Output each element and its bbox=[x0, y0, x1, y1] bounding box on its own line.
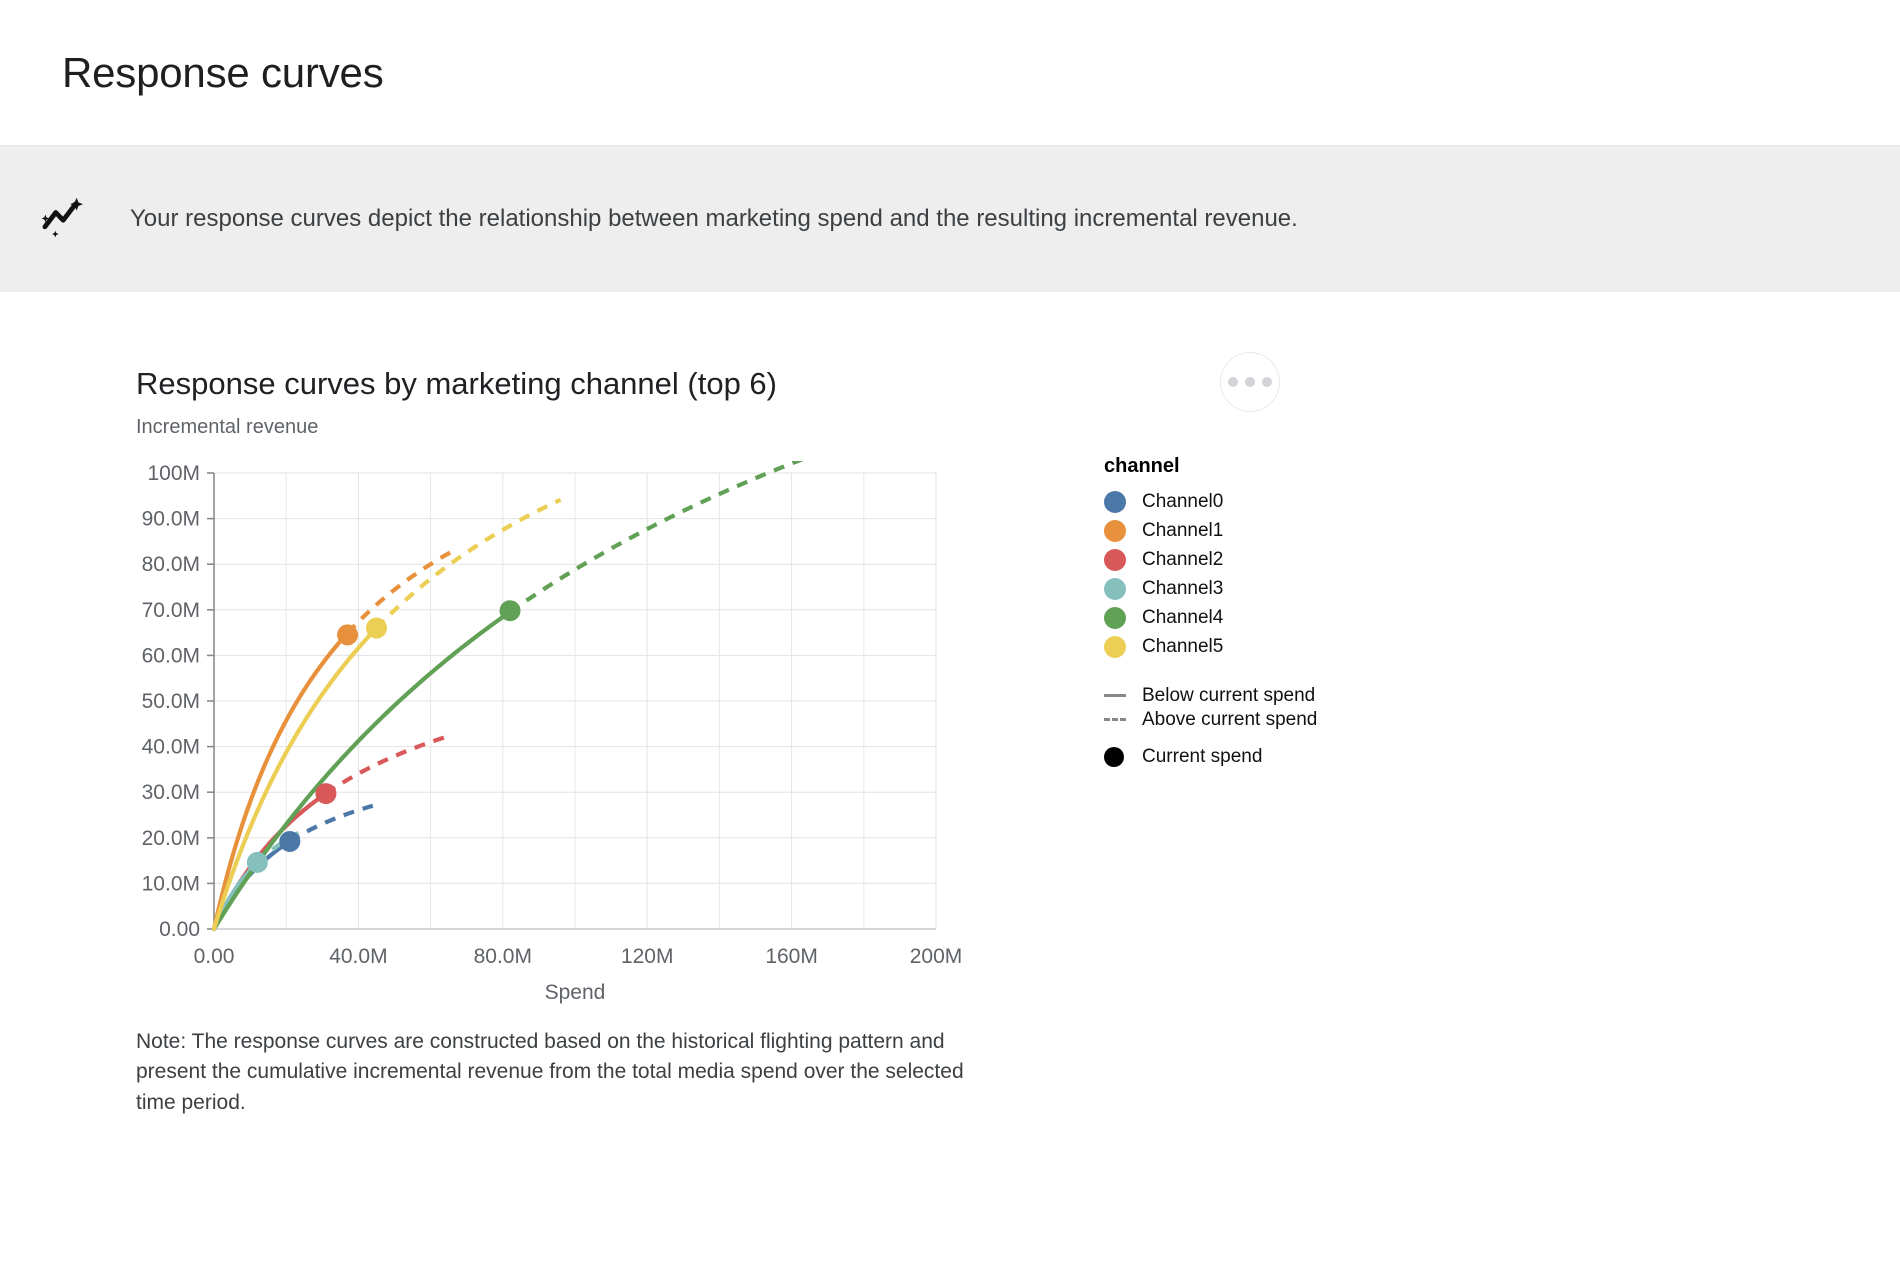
legend-item[interactable]: Channel1 bbox=[1104, 517, 1404, 546]
legend-color-swatch-icon bbox=[1104, 578, 1126, 601]
legend-item-label: Channel1 bbox=[1142, 520, 1224, 542]
dot-icon bbox=[1245, 377, 1255, 387]
legend-title: channel bbox=[1104, 454, 1180, 477]
chart-note: Note: The response curves are constructe… bbox=[136, 1029, 964, 1114]
curve-above-current-spend[interactable] bbox=[374, 497, 562, 630]
y-axis-tick-label: 80.0M bbox=[142, 553, 200, 576]
channel-curve[interactable] bbox=[211, 549, 454, 931]
legend-item[interactable]: Channel0 bbox=[1104, 488, 1404, 517]
current-spend-point[interactable] bbox=[365, 617, 387, 639]
legend-item-label: Channel2 bbox=[1142, 549, 1224, 571]
channel-curve[interactable] bbox=[211, 497, 562, 931]
legend-item[interactable]: Channel5 bbox=[1104, 633, 1404, 662]
curve-above-current-spend[interactable] bbox=[288, 803, 374, 843]
more-options-button[interactable] bbox=[1220, 352, 1280, 412]
legend-item[interactable]: Channel3 bbox=[1104, 575, 1404, 604]
channel-curve[interactable] bbox=[211, 460, 882, 931]
chart-gridlines bbox=[214, 472, 937, 930]
y-axis-tick-label: 90.0M bbox=[142, 507, 200, 530]
legend-color-swatch-icon bbox=[1104, 491, 1126, 514]
current-spend-markers bbox=[246, 599, 521, 873]
legend-color-swatch-icon bbox=[1104, 636, 1126, 659]
legend-style-item[interactable]: Below current spend bbox=[1104, 684, 1404, 708]
page-title: Response curves bbox=[62, 48, 384, 96]
legend-style-list: Below current spend Above current spend bbox=[1104, 684, 1404, 732]
chart-container: 0.00 10.0M 20.0M 30.0M 40.0M 50.0M 60.0M 70.0M 8… bbox=[136, 455, 1436, 1021]
legend-marker-list: Current spend bbox=[1104, 742, 1404, 772]
y-axis-tick-label: 30.0M bbox=[142, 781, 200, 804]
current-spend-dot-icon bbox=[1104, 746, 1124, 767]
x-axis-tick-label: 160M bbox=[765, 945, 818, 968]
legend-marker-item[interactable]: Current spend bbox=[1104, 742, 1404, 772]
x-axis-tick-label: 120M bbox=[621, 945, 674, 968]
legend-item-label: Channel3 bbox=[1142, 578, 1224, 600]
solid-line-icon bbox=[1104, 694, 1126, 698]
legend-channel-list: Channel0 Channel1 Channel2 Channel3 Channel4… bbox=[1104, 488, 1404, 662]
current-spend-point[interactable] bbox=[499, 599, 521, 621]
curve-above-current-spend[interactable] bbox=[324, 734, 446, 795]
legend-color-swatch-icon bbox=[1104, 607, 1126, 630]
chart-curves bbox=[211, 460, 882, 931]
banner-text: Your response curves depict the relation… bbox=[130, 205, 1298, 233]
current-spend-point[interactable] bbox=[279, 830, 301, 852]
chart-legend: channel Channel0 Channel1 Channel2 Channel3… bbox=[1104, 455, 1404, 772]
chart-title: Response curves by marketing channel (to… bbox=[136, 366, 777, 401]
card-header: Response curves by marketing channel (to… bbox=[136, 352, 1280, 439]
y-axis-tick-label: 20.0M bbox=[142, 826, 200, 849]
y-axis-tick-label: 40.0M bbox=[142, 735, 200, 758]
response-curves-chart[interactable]: 0.00 10.0M 20.0M 30.0M 40.0M 50.0M 60.0M 70.0M 8… bbox=[136, 460, 1136, 1021]
legend-style-item[interactable]: Above current spend bbox=[1104, 708, 1404, 732]
y-axis-tick-label: 70.0M bbox=[142, 598, 200, 621]
y-axis-tick-label: 0.00 bbox=[159, 918, 200, 941]
legend-style-label: Below current spend bbox=[1142, 684, 1316, 706]
legend-style-label: Above current spend bbox=[1142, 708, 1318, 730]
legend-item-label: Channel0 bbox=[1142, 491, 1224, 513]
dot-icon bbox=[1228, 377, 1238, 387]
current-spend-point[interactable] bbox=[315, 782, 337, 804]
x-axis-label: Spend bbox=[545, 981, 606, 1004]
legend-item[interactable]: Channel2 bbox=[1104, 546, 1404, 575]
y-axis-tick-label: 10.0M bbox=[142, 872, 200, 895]
curve-below-current-spend[interactable] bbox=[211, 630, 350, 931]
current-spend-point[interactable] bbox=[246, 851, 268, 873]
current-spend-point[interactable] bbox=[337, 624, 359, 646]
chart-tick-labels: 0.00 10.0M 20.0M 30.0M 40.0M 50.0M 60.0M 70.0M 8… bbox=[142, 462, 963, 968]
curve-below-current-spend[interactable] bbox=[211, 625, 379, 931]
curve-above-current-spend[interactable] bbox=[508, 460, 882, 614]
response-curves-card: Response curves by marketing channel (to… bbox=[0, 292, 1900, 1118]
legend-spacer bbox=[1104, 662, 1404, 684]
curve-above-current-spend[interactable] bbox=[346, 549, 454, 635]
page-header: Response curves bbox=[0, 0, 1900, 146]
x-axis-tick-label: 200M bbox=[910, 945, 963, 968]
dashed-line-icon bbox=[1104, 718, 1126, 722]
channel-curve[interactable] bbox=[211, 803, 374, 931]
y-axis-tick-label: 50.0M bbox=[142, 690, 200, 713]
x-axis-tick-label: 0.00 bbox=[194, 945, 235, 968]
chart-subtitle: Incremental revenue bbox=[136, 415, 319, 438]
x-axis-tick-label: 80.0M bbox=[474, 945, 532, 968]
legend-item[interactable]: Channel4 bbox=[1104, 604, 1404, 633]
legend-color-swatch-icon bbox=[1104, 520, 1126, 543]
legend-marker-label: Current spend bbox=[1142, 745, 1263, 767]
legend-item-label: Channel5 bbox=[1142, 636, 1224, 658]
legend-item-label: Channel4 bbox=[1142, 607, 1224, 629]
legend-color-swatch-icon bbox=[1104, 549, 1126, 572]
x-axis-tick-label: 40.0M bbox=[329, 945, 387, 968]
y-axis-tick-label: 60.0M bbox=[142, 644, 200, 667]
insights-sparkle-icon bbox=[36, 191, 92, 247]
y-axis-tick-label: 100M bbox=[147, 462, 200, 485]
dot-icon bbox=[1262, 377, 1272, 387]
x-axis-title: Spend bbox=[545, 981, 606, 1004]
info-banner: Your response curves depict the relation… bbox=[0, 146, 1900, 292]
